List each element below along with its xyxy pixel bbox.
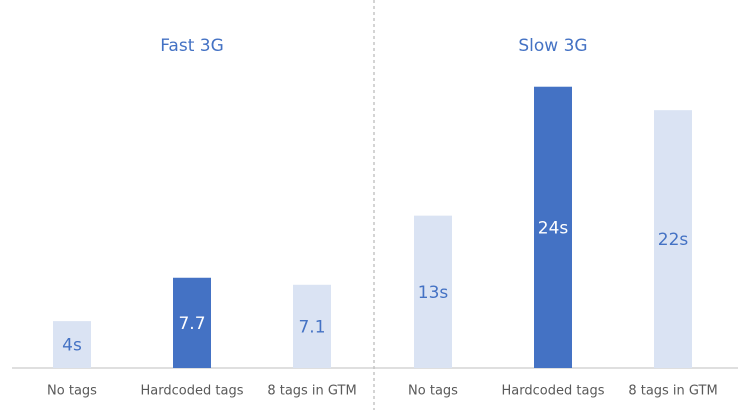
- x-tick-label: 8 tags in GTM: [267, 384, 356, 399]
- value-label: 13s: [418, 283, 449, 303]
- chart-title: Slow 3G: [518, 36, 587, 56]
- bar: [654, 110, 692, 368]
- x-tick-label: 8 tags in GTM: [628, 384, 717, 399]
- x-tick-label: No tags: [47, 384, 97, 399]
- value-label: 7.7: [178, 314, 205, 334]
- bar: [534, 86, 572, 368]
- x-tick-label: Hardcoded tags: [502, 384, 605, 399]
- chart-title: Fast 3G: [160, 36, 224, 56]
- value-label: 7.1: [298, 317, 325, 337]
- x-tick-label: No tags: [408, 384, 458, 399]
- value-label: 22s: [658, 230, 689, 250]
- bar: [53, 321, 91, 368]
- bar: [414, 215, 452, 368]
- value-label: 24s: [538, 218, 569, 238]
- bar: [173, 277, 211, 368]
- value-label: 4s: [62, 336, 82, 356]
- x-tick-label: Hardcoded tags: [141, 384, 244, 399]
- bar: [293, 284, 331, 368]
